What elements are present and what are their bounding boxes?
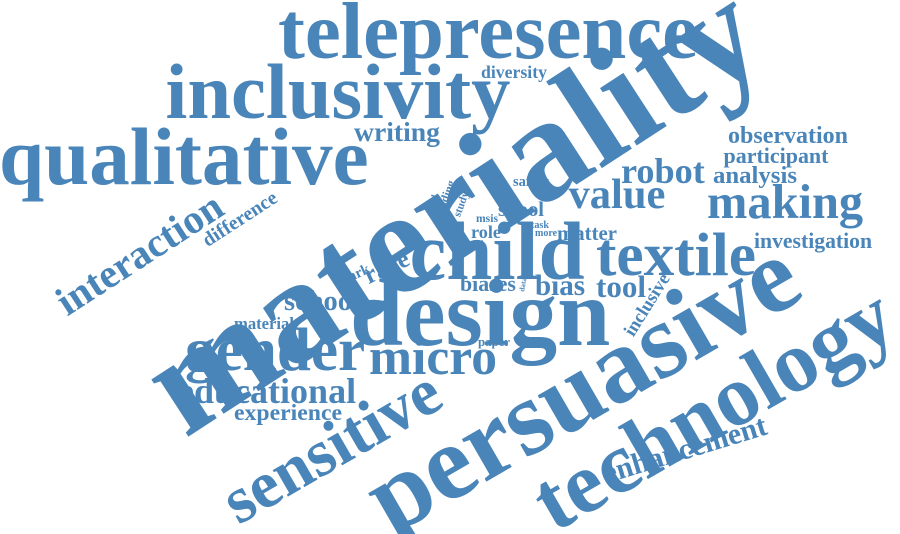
- word-design: design: [350, 260, 611, 366]
- word-bias: bias: [535, 269, 586, 302]
- word-writing: writing: [354, 116, 440, 147]
- word-matter: matter: [557, 222, 617, 245]
- word-more: more: [535, 228, 558, 239]
- word-inclusivity: inclusivity: [165, 47, 511, 135]
- word-spool: spool: [498, 198, 545, 221]
- word-investigation: investigation: [754, 229, 873, 253]
- word-value: value: [568, 170, 666, 218]
- word-robot: robot: [621, 151, 705, 191]
- word-paper: paper: [478, 334, 510, 349]
- word-telepresence: telepresence: [278, 0, 698, 76]
- word-tool: tool: [596, 268, 647, 304]
- word-participant: participant: [723, 143, 829, 168]
- word-gender: gender: [185, 315, 366, 384]
- word-analysis: analysis: [713, 161, 797, 189]
- word-textile: textile: [596, 220, 756, 289]
- word-diversity: diversity: [481, 62, 548, 82]
- word-task: task: [531, 220, 549, 231]
- word-child: child: [409, 204, 585, 297]
- word-role: role: [471, 222, 501, 242]
- word-school: school: [284, 286, 360, 317]
- word-making: making: [707, 176, 864, 229]
- word-material: material: [234, 313, 294, 333]
- word-qualitative: qualitative: [0, 111, 369, 202]
- word-experience: experience: [234, 400, 343, 426]
- word-biases: biases: [460, 272, 516, 296]
- word-safety: safety: [513, 174, 549, 190]
- word-educational: educational: [178, 371, 357, 411]
- word-msis: msis: [476, 212, 498, 225]
- word-observation: observation: [728, 123, 848, 149]
- word-micro: micro: [369, 329, 498, 386]
